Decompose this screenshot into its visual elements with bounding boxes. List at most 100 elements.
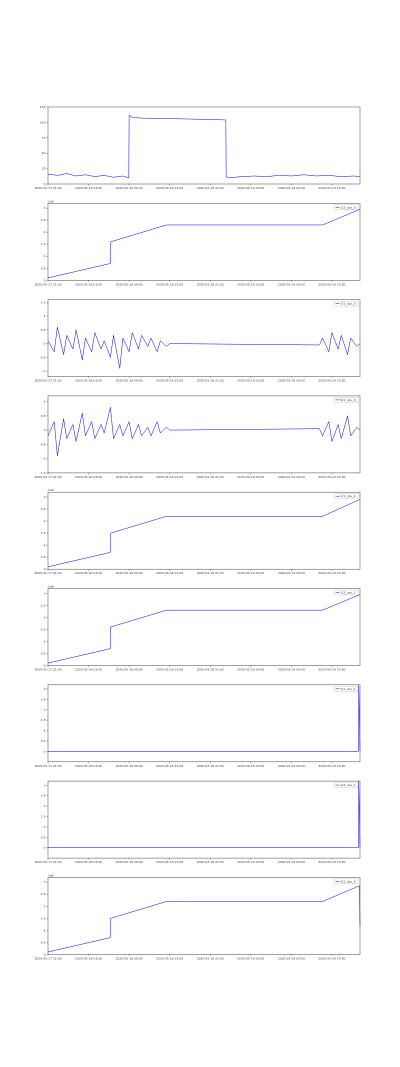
- x-tick-label: 2020-05-18 03:00: [75, 571, 102, 575]
- y-tick-label: 2.5: [41, 892, 46, 896]
- x-tick-label: 2020-05-18 15:00: [156, 668, 183, 672]
- y-tick-label: 2.5: [41, 697, 46, 701]
- plot-frame: [47, 106, 361, 185]
- plot-frame: [47, 684, 361, 763]
- y-tick-label: 100: [40, 120, 46, 124]
- x-tick-label: 2020-05-19 15:00: [318, 186, 345, 190]
- x-tick-label: 2020-05-19 03:00: [237, 571, 264, 575]
- series-line: [47, 209, 361, 279]
- legend-label: 1/1_cpu_1: [341, 494, 356, 498]
- x-tick-label: 2020-05-18 15:00: [156, 764, 183, 768]
- x-tick-label: 2020-05-18 21:00: [197, 571, 224, 575]
- y-tick-label: 3: [44, 495, 46, 499]
- y-tick-label: 3: [44, 591, 46, 595]
- x-tick-label: 2020-05-19 03:00: [237, 956, 264, 960]
- y-tick-label: 0.5: [41, 651, 46, 655]
- x-tick-label: 2020-05-18 09:00: [116, 668, 143, 672]
- y-tick-label: 0.5: [41, 328, 46, 332]
- y-tick-label: 0.5: [41, 555, 46, 559]
- x-tick-label: 2020-05-18 09:00: [116, 282, 143, 286]
- x-tick-label: 2020-05-19 03:00: [237, 860, 264, 864]
- legend-label: 2/2_cpu_0: [341, 398, 356, 402]
- x-tick-label: 2020-05-17 21:00: [34, 764, 61, 768]
- y-tick-label: 1: [44, 639, 46, 643]
- plot-frame: [47, 491, 361, 570]
- x-tick-label: 2020-05-17 21:00: [34, 379, 61, 383]
- x-tick-label: 2020-05-18 15:00: [156, 282, 183, 286]
- offset-label: 1e6: [48, 488, 54, 492]
- x-tick-label: 2020-05-19 03:00: [237, 475, 264, 479]
- y-tick-label: 1.5: [41, 531, 46, 535]
- plot-frame: [47, 588, 361, 666]
- x-tick-label: 2020-05-18 03:00: [75, 379, 102, 383]
- x-tick-label: 2020-05-18 03:00: [75, 764, 102, 768]
- y-tick-label: 0.5: [41, 266, 46, 270]
- x-tick-label: 2020-05-18 21:00: [197, 186, 224, 190]
- x-tick-label: 2020-05-19 15:00: [318, 764, 345, 768]
- y-tick-label: 2: [44, 708, 46, 712]
- x-tick-label: 2020-05-18 09:00: [116, 860, 143, 864]
- x-tick-label: 2020-05-19 09:00: [278, 860, 305, 864]
- y-tick-label: 0: [44, 567, 46, 571]
- y-tick-label: 2.5: [41, 507, 46, 511]
- y-tick-label: -1: [43, 369, 46, 373]
- x-tick-label: 2020-05-17 21:00: [34, 860, 61, 864]
- legend-label: 1/2_cpu_0: [341, 205, 356, 209]
- plot-frame: [47, 877, 361, 955]
- x-tick-label: 2020-05-19 03:00: [237, 282, 264, 286]
- x-tick-label: 2020-05-18 09:00: [116, 764, 143, 768]
- x-tick-label: 2020-05-17 21:00: [34, 956, 61, 960]
- x-tick-label: 2020-05-17 21:00: [34, 571, 61, 575]
- y-tick-label: 0.5: [41, 414, 46, 418]
- y-tick-label: 0: [44, 749, 46, 753]
- x-tick-label: 2020-05-19 15:00: [318, 282, 345, 286]
- x-tick-label: 2020-05-17 21:00: [34, 475, 61, 479]
- legend-label: 2/2_cpu_1: [341, 783, 356, 787]
- series-line: [48, 684, 361, 752]
- y-tick-label: 0.5: [41, 739, 46, 743]
- y-tick-label: 2: [44, 904, 46, 908]
- x-tick-label: 2020-05-19 15:00: [318, 571, 345, 575]
- x-tick-label: 2020-05-19 15:00: [318, 956, 345, 960]
- legend-box: [333, 300, 359, 307]
- x-tick-label: 2020-05-18 15:00: [156, 186, 183, 190]
- y-tick-label: 2: [44, 230, 46, 234]
- x-tick-label: 2020-05-18 15:00: [156, 860, 183, 864]
- y-tick-label: 3: [44, 880, 46, 884]
- plot-frame: [47, 299, 361, 377]
- legend-label: 2/1_cpu_0: [341, 302, 356, 306]
- y-tick-label: 2.5: [41, 794, 46, 798]
- x-tick-label: 2020-05-19 09:00: [278, 475, 305, 479]
- y-tick-label: 0.5: [41, 835, 46, 839]
- x-tick-label: 2020-05-19 03:00: [237, 186, 264, 190]
- x-tick-label: 2020-05-19 15:00: [318, 860, 345, 864]
- y-tick-label: 1: [44, 543, 46, 547]
- series-line: [47, 885, 361, 953]
- y-tick-label: 0: [44, 182, 46, 186]
- y-tick-label: 2: [44, 519, 46, 523]
- legend-box: [333, 589, 359, 596]
- plot-frame: [47, 780, 361, 859]
- series-line: [47, 114, 361, 179]
- offset-label: 1e6: [48, 199, 54, 203]
- offset-label: 1e6: [48, 873, 54, 877]
- y-tick-label: 0.5: [41, 940, 46, 944]
- series-line: [47, 594, 361, 664]
- y-tick-label: 0: [44, 952, 46, 956]
- y-tick-label: 1: [44, 254, 46, 258]
- legend-box: [333, 686, 359, 692]
- x-tick-label: 2020-05-19 09:00: [278, 571, 305, 575]
- x-tick-label: 2020-05-18 21:00: [197, 860, 224, 864]
- y-tick-label: 0: [44, 342, 46, 346]
- series-line: [47, 407, 361, 456]
- x-tick-label: 2020-05-17 21:00: [34, 282, 61, 286]
- y-tick-label: 125: [40, 105, 46, 109]
- x-tick-label: 2020-05-18 03:00: [75, 475, 102, 479]
- x-tick-label: 2020-05-18 21:00: [197, 956, 224, 960]
- y-tick-label: 1.5: [41, 242, 46, 246]
- x-tick-label: 2020-05-19 09:00: [278, 956, 305, 960]
- x-tick-label: 2020-05-18 03:00: [75, 282, 102, 286]
- x-tick-label: 2020-05-18 09:00: [116, 571, 143, 575]
- x-tick-label: 2020-05-18 15:00: [156, 379, 183, 383]
- y-tick-label: 2.5: [41, 218, 46, 222]
